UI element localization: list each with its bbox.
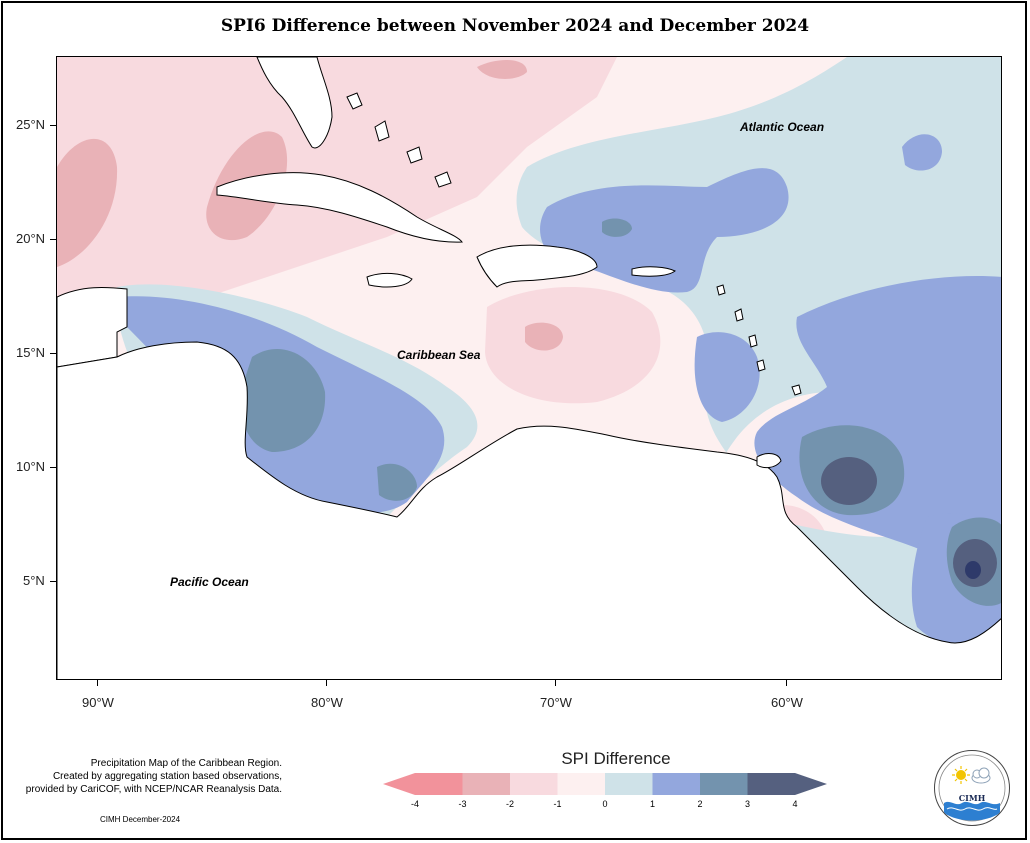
- legend-swatch: [557, 773, 606, 795]
- legend-swatch: [510, 773, 558, 795]
- spi-difference-map: [57, 57, 1001, 679]
- y-tick-mark: [50, 125, 56, 126]
- legend-swatch: [747, 773, 827, 795]
- source-note-line: Precipitation Map of the Caribbean Regio…: [90, 758, 282, 769]
- pacific-ocean-label: Pacific Ocean: [170, 575, 249, 589]
- cimh-logo: CIMH: [934, 750, 1010, 826]
- legend-tick-label: 2: [697, 799, 703, 809]
- legend-tick-label: -4: [410, 799, 420, 809]
- x-tick-label: 90°W: [82, 695, 114, 710]
- legend-swatch: [462, 773, 511, 795]
- x-tick-label: 60°W: [771, 695, 803, 710]
- navy-zones: [821, 457, 997, 587]
- legend-tick-label: -2: [505, 799, 515, 809]
- land-masses: [57, 57, 1001, 679]
- legend-tick-label: 1: [649, 799, 656, 809]
- jamaica-landmass: [366, 272, 413, 288]
- x-tick-mark: [326, 680, 327, 686]
- y-tick-label: 25°N: [16, 117, 46, 132]
- y-tick-mark: [50, 581, 56, 582]
- y-tick-label: 15°N: [16, 345, 46, 360]
- legend-tick-label: 0: [602, 799, 608, 809]
- y-tick-label: 5°N: [23, 573, 45, 588]
- legend-tick-label: 4: [792, 799, 798, 809]
- source-note: Precipitation Map of the Caribbean Regio…: [6, 757, 282, 796]
- map-panel: Atlantic Ocean Caribbean Sea Pacific Oce…: [56, 56, 1002, 680]
- legend-tick-label: -1: [553, 799, 562, 809]
- sun-icon: [952, 766, 970, 784]
- source-note-line: Created by aggregating station based obs…: [52, 771, 282, 782]
- y-tick-label: 20°N: [16, 231, 46, 246]
- y-tick-mark: [50, 353, 56, 354]
- legend-colorbar: [383, 773, 827, 795]
- x-tick-label: 80°W: [311, 695, 343, 710]
- credit-text: CIMH December-2024: [100, 815, 181, 824]
- logo-graphic: [938, 754, 1006, 822]
- hispaniola-landmass: [476, 244, 598, 288]
- map-title: SPI6 Difference between November 2024 an…: [220, 16, 810, 36]
- y-tick-label: 10°N: [16, 459, 46, 474]
- wave-icon: [944, 801, 1000, 821]
- legend-swatch: [605, 773, 653, 795]
- florida-landmass: [256, 57, 333, 149]
- x-tick-label: 70°W: [540, 695, 572, 710]
- yucatan-landmass: [57, 287, 128, 368]
- y-tick-mark: [50, 467, 56, 468]
- x-tick-mark: [555, 680, 556, 686]
- cloud-icon: [971, 767, 991, 784]
- logo-text: CIMH: [958, 793, 986, 803]
- atlantic-ocean-label: Atlantic Ocean: [740, 120, 825, 134]
- y-tick-mark: [50, 239, 56, 240]
- legend-swatch: [652, 773, 701, 795]
- legend-tick-label: 3: [744, 799, 751, 809]
- continent-landmass: [57, 341, 1001, 679]
- legend-title: SPI Difference: [561, 749, 671, 768]
- legend-swatch: [700, 773, 748, 795]
- source-note-line: provided by CariCOF, with NCEP/NCAR Rean…: [25, 784, 282, 795]
- legend-swatch: [383, 773, 463, 795]
- x-tick-mark: [97, 680, 98, 686]
- trinidad-landmass: [756, 453, 782, 469]
- cuba-landmass: [216, 172, 463, 243]
- x-tick-mark: [786, 680, 787, 686]
- legend-tick-label: -3: [458, 799, 467, 809]
- puerto-rico-landmass: [631, 266, 676, 277]
- caribbean-sea-label: Caribbean Sea: [397, 348, 481, 362]
